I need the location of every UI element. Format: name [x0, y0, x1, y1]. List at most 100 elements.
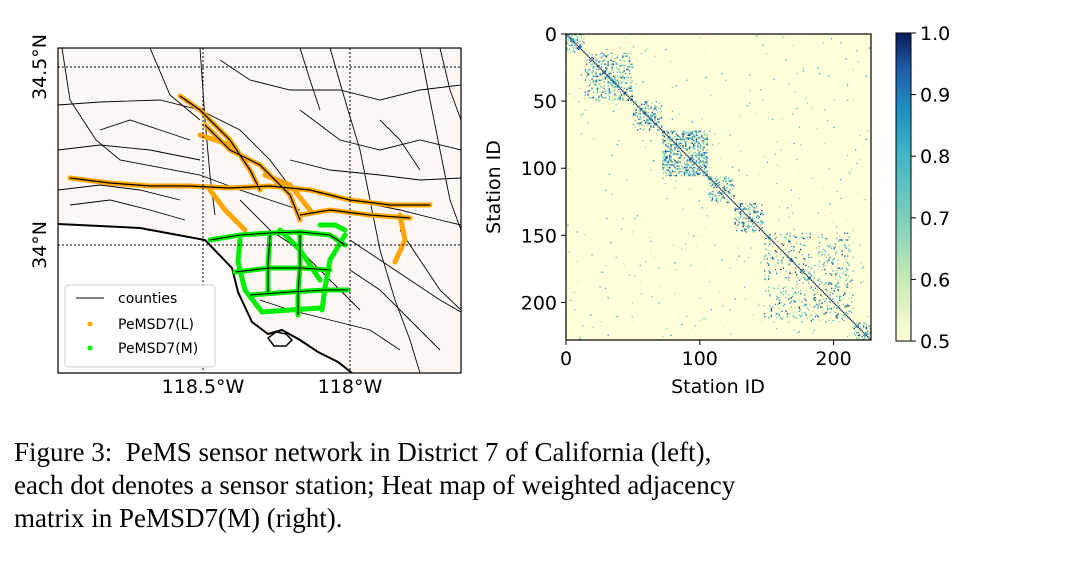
heatmap-cell: [797, 276, 799, 279]
heatmap-cell: [723, 177, 726, 179]
heatmap-cell: [679, 137, 682, 139]
heatmap-cell: [788, 294, 790, 296]
heatmap-cell: [642, 140, 644, 142]
heatmap-cell: [850, 279, 853, 281]
heatmap-cell: [862, 274, 865, 276]
heatmap-cell: [797, 305, 799, 307]
heatmap-cell: [749, 216, 751, 218]
heatmap-cell: [755, 223, 758, 225]
heatmap-cell: [710, 178, 712, 181]
heatmap-cell: [677, 154, 679, 157]
heatmap-cell: [631, 302, 633, 304]
heatmap-cell: [691, 136, 694, 138]
heatmap-cell: [857, 322, 859, 324]
heatmap-cell: [817, 286, 819, 288]
heatmap-cell: [620, 59, 623, 61]
heatmap-cell: [824, 200, 826, 202]
heatmap-cell: [604, 264, 607, 267]
heatmap-cell: [738, 174, 740, 177]
heatmap-cell: [714, 133, 716, 135]
heatmap-cell: [812, 280, 814, 283]
heatmap-cell: [666, 130, 668, 132]
heatmap-cell: [579, 40, 581, 43]
heatmap-cell: [841, 153, 843, 155]
heatmap-cell: [675, 145, 678, 147]
heatmap-cell: [650, 169, 652, 171]
heatmap-cell: [694, 170, 696, 173]
heatmap-cell: [715, 180, 718, 182]
heatmap-cell: [584, 98, 587, 100]
heatmap-cell: [727, 180, 730, 182]
heatmap-cell: [576, 48, 579, 51]
heatmap-cell: [683, 138, 686, 141]
heatmap-cell: [693, 173, 695, 175]
heatmap-cell: [826, 307, 829, 310]
heatmap-cell: [770, 317, 773, 319]
heatmap-cell: [824, 301, 826, 303]
heatmap-cell: [858, 334, 861, 336]
heatmap-cell: [566, 223, 568, 225]
heatmap-cell: [580, 133, 583, 135]
heatmap-cell: [687, 130, 690, 132]
heatmap-cell: [667, 136, 670, 138]
heatmap-cell: [711, 193, 714, 196]
heatmap-cell: [825, 298, 827, 300]
heatmap-cell: [825, 251, 827, 253]
heatmap-cell: [711, 184, 714, 186]
heatmap-cell: [691, 145, 694, 147]
heatmap-cell: [658, 125, 660, 127]
heatmap-cell: [818, 299, 821, 302]
heatmap-cell: [615, 67, 617, 69]
heatmap-cell: [765, 243, 767, 245]
heatmap-cell: [595, 55, 597, 57]
heatmap-cell: [638, 118, 640, 120]
heatmap-cell: [614, 76, 616, 79]
heatmap-cell: [745, 82, 747, 84]
heatmap-cell: [703, 152, 706, 154]
heatmap-cell: [768, 111, 770, 114]
heatmap-cell: [671, 164, 674, 166]
heatmap-cell: [618, 83, 620, 85]
heatmap-cell: [860, 326, 862, 328]
heatmap-cell: [743, 216, 746, 218]
heatmap-cell: [598, 83, 600, 85]
heatmap-cell: [838, 239, 841, 241]
heatmap-cell: [722, 180, 724, 182]
legend-pemsd7-l-marker: [87, 321, 93, 327]
heatmap-cell: [735, 219, 738, 221]
heatmap-cell: [647, 114, 649, 116]
heatmap-cell: [840, 197, 842, 200]
heatmap-cell: [638, 111, 640, 114]
heatmap-cell: [639, 264, 641, 267]
heatmap-cell: [654, 106, 656, 108]
heatmap-cell: [674, 142, 676, 145]
heatmap-cell: [761, 321, 763, 323]
heatmap-cell: [770, 307, 773, 310]
heatmap-cell: [845, 306, 847, 308]
heatmap-cell: [596, 64, 599, 67]
heatmap-cell: [706, 161, 708, 163]
heatmap-cell: [734, 180, 736, 182]
heatmap-cell: [805, 305, 807, 307]
heatmap-cell: [588, 56, 591, 59]
heatmap-cell: [841, 318, 843, 320]
heatmap-cell: [849, 291, 851, 294]
heatmap-cell: [852, 321, 854, 323]
heatmap-cell: [647, 118, 649, 120]
heatmap-cell: [598, 60, 600, 63]
heatmap-cell: [844, 283, 846, 285]
heatmap-cell: [746, 293, 748, 295]
heatmap-cell: [739, 216, 742, 218]
heatmap-cell: [869, 327, 871, 330]
heatmap-cell: [592, 97, 595, 99]
heatmap-cell: [751, 216, 754, 218]
heatmap-cell: [693, 235, 695, 237]
heatmap-cell: [652, 125, 655, 127]
heatmap-cell: [829, 301, 831, 303]
heatmap-cell: [796, 283, 798, 285]
heatmap-cell: [690, 137, 692, 139]
heatmap-cell: [631, 98, 633, 100]
heatmap-cell: [639, 118, 641, 120]
heatmap-cell: [697, 141, 699, 143]
coastline: [58, 223, 353, 373]
